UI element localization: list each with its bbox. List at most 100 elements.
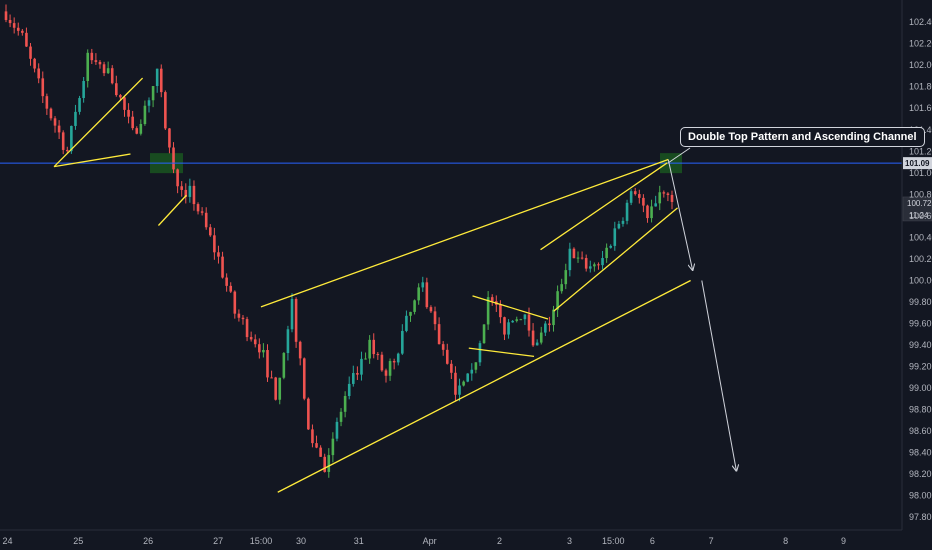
candle-body: [343, 396, 347, 412]
trendline: [277, 279, 691, 493]
candle-body: [527, 314, 531, 331]
candle-body: [33, 58, 36, 69]
x-tick-label: 6: [650, 536, 655, 546]
candle-body: [666, 193, 670, 195]
candle-body: [466, 373, 470, 382]
candle-body: [339, 411, 343, 422]
trendline: [260, 158, 669, 308]
candle-body: [625, 202, 629, 221]
candlestick-series: [4, 4, 674, 478]
candle-body: [204, 212, 208, 228]
x-tick-label: 2: [497, 536, 502, 546]
candle-body: [372, 339, 376, 355]
candle-body: [503, 317, 506, 335]
trendline: [468, 347, 535, 358]
candle-body: [270, 377, 273, 379]
candle-body: [41, 78, 45, 97]
candle-body: [356, 373, 359, 375]
x-tick-label: 9: [841, 536, 846, 546]
candle-body: [470, 369, 474, 374]
candle-body: [237, 313, 241, 318]
candle-body: [450, 363, 453, 373]
candle-body: [417, 287, 420, 301]
x-tick-label: 15:00: [602, 536, 625, 546]
candle-body: [282, 353, 286, 378]
candle-body: [25, 32, 28, 47]
candle-body: [221, 256, 224, 278]
candle-body: [86, 52, 90, 81]
x-tick-label: 26: [143, 536, 153, 546]
candle-body: [633, 191, 637, 195]
candle-body: [437, 324, 441, 345]
candle-body: [593, 264, 596, 267]
y-tick-label: 98.00: [909, 491, 932, 501]
candle-body: [535, 342, 539, 346]
candle-body: [364, 358, 367, 360]
candle-body: [454, 372, 457, 395]
candle-body: [29, 46, 32, 59]
candle-body: [49, 108, 53, 119]
candle-body: [584, 258, 588, 269]
candle-body: [458, 385, 461, 395]
candle-body: [61, 132, 65, 150]
candle-body: [123, 97, 126, 110]
candle-body: [176, 169, 179, 187]
candle-body: [262, 349, 265, 353]
candle-body: [523, 314, 527, 320]
candle-body: [74, 111, 77, 126]
candle-body: [368, 339, 371, 359]
y-tick-label: 101.00: [909, 168, 932, 178]
candle-body: [401, 330, 404, 354]
candle-body: [200, 211, 204, 213]
callout-pointer: [667, 147, 691, 164]
y-tick-label: 101.60: [909, 103, 932, 113]
candle-body: [548, 323, 551, 326]
candle-body: [617, 223, 621, 229]
level-price-tag: [903, 157, 932, 170]
candle-body: [168, 128, 171, 148]
projection-leg-1: [667, 159, 692, 270]
candle-body: [184, 189, 188, 197]
candle-body: [180, 186, 183, 190]
candle-body: [192, 185, 196, 205]
candle-body: [331, 438, 335, 456]
trendline: [53, 77, 144, 168]
candle-body: [490, 297, 494, 302]
last-price-label: 100.72: [907, 199, 932, 208]
trendlines: [53, 77, 691, 493]
candle-body: [474, 362, 478, 370]
candle-body: [560, 284, 563, 292]
candle-body: [213, 235, 216, 253]
candle-body: [65, 149, 69, 152]
candle-body: [568, 248, 572, 271]
projection-path: [667, 147, 736, 470]
candle-body: [347, 383, 351, 397]
candle-body: [294, 298, 298, 342]
candle-body: [70, 125, 73, 152]
candle-body: [670, 194, 674, 202]
y-tick-label: 100.00: [909, 275, 932, 285]
y-tick-label: 102.00: [909, 60, 932, 70]
candle-body: [638, 194, 641, 198]
y-tick-label: 100.40: [909, 232, 932, 242]
x-tick-label: 15:00: [250, 536, 273, 546]
candle-body: [654, 203, 657, 207]
candle-body: [662, 192, 666, 194]
candle-body: [53, 118, 57, 126]
y-tick-label: 100.80: [909, 189, 932, 199]
x-tick-label: 25: [73, 536, 83, 546]
annotation-callout: Double Top Pattern and Ascending Channel: [680, 127, 925, 147]
candle-body: [462, 381, 465, 386]
candle-body: [102, 64, 106, 74]
candle-body: [482, 324, 486, 344]
candle-body: [376, 354, 380, 356]
y-tick-label: 99.60: [909, 319, 932, 329]
candle-body: [323, 456, 326, 472]
candle-body: [90, 52, 94, 61]
candle-body: [621, 220, 625, 224]
x-tick-label: 8: [783, 536, 788, 546]
x-tick-label: 3: [567, 536, 572, 546]
candle-body: [16, 27, 20, 31]
time-axis[interactable]: 24 25 26 27 15:00 30 31 Apr 2 3 15:00 6 7 8 9: [0, 529, 902, 546]
